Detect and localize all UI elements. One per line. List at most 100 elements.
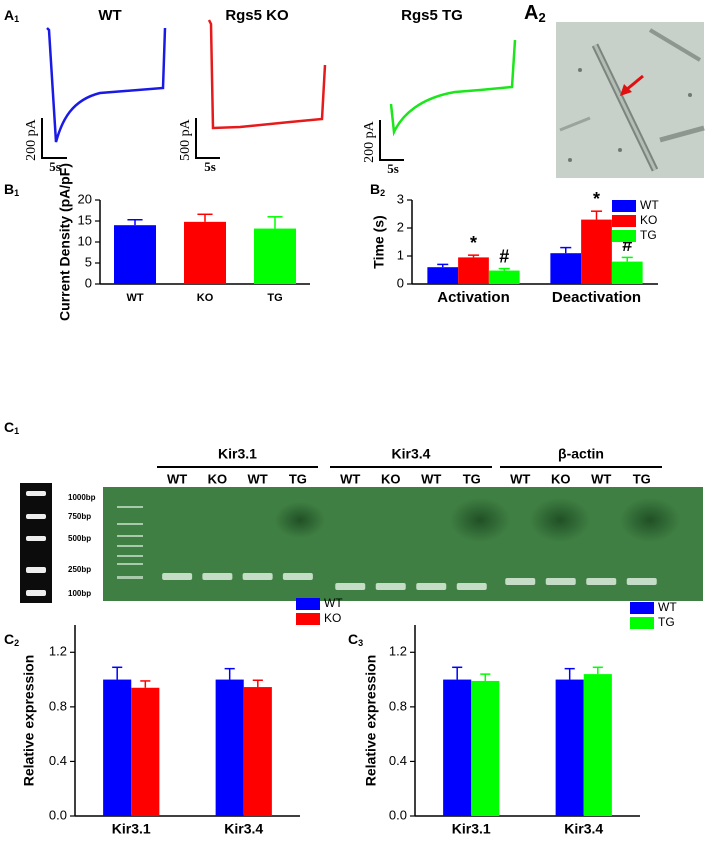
scale-label: 200 pA: [24, 118, 39, 161]
ladder-label: 100bp: [68, 589, 91, 598]
lane-label: WT: [248, 471, 268, 486]
current-trace: [46, 27, 167, 143]
y-tick-label: 0.8: [49, 698, 67, 713]
error-bar: [224, 667, 235, 680]
y-axis-label: Relative expression: [363, 655, 379, 787]
error-bar: [467, 254, 480, 258]
y-tick-label: 3: [397, 191, 404, 206]
panel-sub: 2: [380, 188, 385, 198]
error-bar: [560, 246, 572, 254]
y-tick-label: 1.2: [389, 644, 407, 659]
y-tick-label: 0: [397, 275, 404, 290]
error-bar: [197, 213, 213, 222]
y-tick-label: 0.4: [49, 753, 67, 768]
bar: [583, 674, 612, 816]
y-tick-label: 15: [78, 212, 92, 227]
panel-label: B1: [4, 181, 19, 199]
gel-band: [416, 583, 447, 590]
panel-label: A2: [524, 2, 546, 25]
y-tick-label: 0: [85, 275, 92, 290]
trace-title: WT: [98, 7, 121, 24]
legend-swatch: [296, 598, 320, 610]
lane-label: TG: [463, 471, 481, 486]
panel-letter: C: [4, 419, 14, 435]
trace-title: Rgs5 KO: [225, 7, 289, 24]
panel-label: C3: [348, 631, 363, 649]
legend-label: WT: [640, 198, 659, 212]
y-tick-label: 1.2: [49, 644, 67, 659]
x-tick-label: Kir3.4: [564, 821, 603, 837]
error-bar: [592, 666, 603, 675]
current-trace: [207, 19, 327, 130]
x-tick-label: Kir3.1: [452, 821, 491, 837]
lane-label: KO: [381, 471, 401, 486]
error-bar: [480, 673, 491, 681]
gel-band: [282, 573, 313, 580]
y-tick-label: 0.4: [389, 753, 407, 768]
significance-mark: *: [593, 189, 600, 209]
lane-label: WT: [591, 471, 611, 486]
scale-label: 5s: [387, 161, 399, 176]
bar: [131, 687, 160, 816]
scale-bar: [195, 118, 220, 159]
error-bar: [112, 666, 123, 680]
gel-band: [375, 583, 406, 590]
x-tick-label: Kir3.4: [224, 821, 263, 837]
legend-label: TG: [658, 615, 675, 629]
bar: [427, 267, 459, 284]
panel-sub: 1: [14, 426, 19, 436]
legend-swatch: [630, 617, 654, 629]
panel-label: C1: [4, 419, 19, 437]
lane-label: WT: [167, 471, 187, 486]
gene-label: β-actin: [558, 446, 604, 462]
lane-label: KO: [208, 471, 228, 486]
bar: [114, 225, 156, 284]
scale-bar: [379, 120, 404, 161]
error-bar: [127, 218, 143, 226]
scale-label: 500 pA: [178, 118, 193, 161]
y-axis-label: Relative expression: [21, 655, 37, 787]
x-tick-label: Kir3.1: [112, 821, 151, 837]
bar: [243, 687, 272, 816]
legend-label: KO: [640, 213, 657, 227]
panel-sub: 1: [14, 188, 19, 198]
bar: [103, 679, 132, 816]
gel-band: [545, 578, 576, 585]
panel-sub: 3: [358, 638, 363, 648]
gene-label: Kir3.1: [218, 446, 257, 462]
y-tick-label: 20: [78, 191, 92, 206]
x-tick-label: Deactivation: [552, 289, 641, 306]
gel-band: [456, 583, 487, 590]
scale-label: 5s: [49, 159, 61, 174]
y-axis-label: Time (s): [371, 215, 387, 268]
legend-label: TG: [640, 228, 657, 242]
lane-label: KO: [551, 471, 571, 486]
error-bar: [267, 216, 283, 229]
lane-label: WT: [340, 471, 360, 486]
significance-mark: *: [470, 233, 477, 253]
gel-band: [242, 573, 273, 580]
panel-label: B2: [370, 181, 385, 199]
error-bar: [437, 263, 449, 268]
panel-letter: B: [4, 181, 14, 197]
legend-swatch: [612, 230, 636, 242]
y-tick-label: 10: [78, 233, 92, 248]
y-tick-label: 0.8: [389, 698, 407, 713]
bar: [611, 261, 643, 284]
gel-band: [162, 573, 193, 580]
panel-letter: A: [524, 2, 538, 24]
scale-label: 5s: [204, 159, 216, 174]
bar: [550, 253, 582, 284]
error-bar: [452, 666, 463, 680]
y-axis-label: Current Density (pA/pF): [57, 163, 73, 321]
error-bar: [590, 210, 603, 220]
gel-band: [626, 578, 657, 585]
y-tick-label: 1: [397, 247, 404, 262]
micrograph: [556, 22, 705, 178]
panel-letter: A: [4, 7, 14, 23]
ladder-label: 250bp: [68, 565, 91, 574]
scale-label: 200 pA: [362, 120, 377, 163]
current-trace: [389, 39, 517, 137]
gel-band: [202, 573, 233, 580]
ladder-label: 500bp: [68, 534, 91, 543]
